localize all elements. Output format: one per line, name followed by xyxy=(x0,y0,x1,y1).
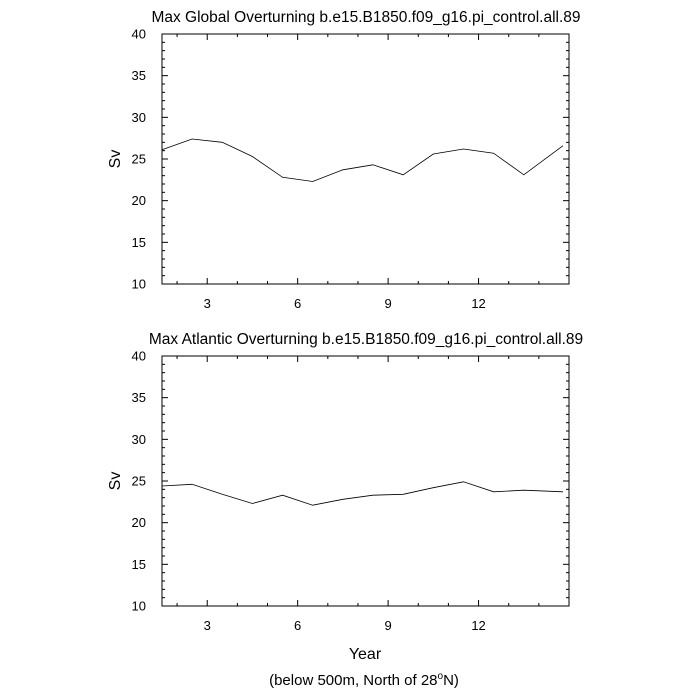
atlantic-chart-title: Max Atlantic Overturning b.e15.B1850.f09… xyxy=(149,331,583,348)
footer-text-after: N) xyxy=(443,672,459,689)
x-tick-label: 12 xyxy=(471,618,485,633)
global-plot-frame xyxy=(161,33,570,285)
atlantic-overturning-line xyxy=(161,481,564,506)
atlantic-y-axis: 10 15 20 25 30 35 40 xyxy=(132,349,569,614)
y-tick-label: 40 xyxy=(132,27,146,42)
x-tick-label: 9 xyxy=(384,618,391,633)
x-tick-label: 3 xyxy=(204,296,211,311)
y-tick-label: 25 xyxy=(132,474,146,489)
y-tick-label: 20 xyxy=(132,193,146,208)
atlantic-plot-frame xyxy=(161,355,570,607)
y-tick-label: 30 xyxy=(132,432,146,447)
footer-text-before: (below 500m, North of 28 xyxy=(269,672,437,689)
y-tick-label: 35 xyxy=(132,68,146,83)
global-overturning-line xyxy=(161,138,564,182)
y-tick-label: 35 xyxy=(132,390,146,405)
global-chart-title: Max Global Overturning b.e15.B1850.f09_g… xyxy=(151,9,580,26)
atlantic-y-axis-label: Sv xyxy=(107,472,124,491)
global-y-axis: 10 15 20 25 30 35 40 xyxy=(132,27,569,292)
global-x-axis: 3 6 9 12 xyxy=(176,34,540,311)
x-tick-label: 12 xyxy=(471,296,485,311)
global-overturning-panel: Max Global Overturning b.e15.B1850.f09_g… xyxy=(107,9,581,311)
atlantic-series-group xyxy=(161,481,564,506)
global-series-group xyxy=(161,138,564,182)
x-tick-label: 9 xyxy=(384,296,391,311)
x-tick-label: 6 xyxy=(294,296,301,311)
x-tick-label: 6 xyxy=(294,618,301,633)
y-tick-label: 10 xyxy=(132,277,146,292)
x-tick-label: 3 xyxy=(204,618,211,633)
y-tick-label: 20 xyxy=(132,515,146,530)
y-tick-label: 15 xyxy=(132,557,146,572)
atlantic-overturning-panel: Max Atlantic Overturning b.e15.B1850.f09… xyxy=(107,331,583,663)
global-y-axis-label: Sv xyxy=(107,150,124,169)
y-tick-label: 25 xyxy=(132,152,146,167)
y-tick-label: 30 xyxy=(132,110,146,125)
degree-symbol: o xyxy=(438,671,444,682)
y-tick-label: 10 xyxy=(132,599,146,614)
x-axis-label: Year xyxy=(349,646,382,663)
y-tick-label: 40 xyxy=(132,349,146,364)
atlantic-x-axis: 3 6 9 12 xyxy=(176,356,540,633)
y-tick-label: 15 xyxy=(132,235,146,250)
footer-note: (below 500m, North of 28oN) xyxy=(269,671,459,689)
